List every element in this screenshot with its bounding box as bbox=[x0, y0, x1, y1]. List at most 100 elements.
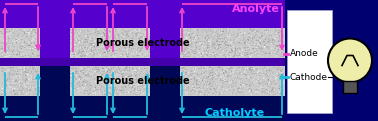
Point bbox=[183, 34, 189, 36]
Point bbox=[141, 37, 147, 39]
Point bbox=[218, 28, 224, 30]
Point bbox=[6, 44, 12, 46]
Point bbox=[280, 73, 286, 75]
Point bbox=[242, 66, 248, 68]
Point bbox=[79, 47, 85, 49]
Point bbox=[214, 53, 220, 55]
Point bbox=[160, 70, 166, 72]
Point bbox=[269, 91, 275, 93]
Point bbox=[99, 75, 105, 77]
Point bbox=[96, 47, 102, 49]
Point bbox=[104, 34, 110, 36]
Point bbox=[20, 45, 26, 47]
Point bbox=[36, 50, 42, 52]
Point bbox=[82, 47, 88, 49]
Point bbox=[277, 43, 283, 45]
Point bbox=[198, 38, 204, 40]
Point bbox=[60, 34, 67, 36]
Point bbox=[127, 71, 133, 73]
Point bbox=[58, 81, 64, 83]
Point bbox=[147, 55, 153, 57]
Point bbox=[208, 72, 214, 74]
Point bbox=[211, 29, 217, 31]
Point bbox=[156, 79, 162, 81]
Point bbox=[142, 29, 148, 31]
Point bbox=[17, 82, 23, 84]
Point bbox=[149, 80, 155, 82]
Point bbox=[38, 94, 44, 96]
Point bbox=[90, 50, 96, 52]
Point bbox=[168, 83, 174, 85]
Point bbox=[188, 42, 194, 44]
Point bbox=[2, 76, 8, 78]
Point bbox=[127, 91, 133, 93]
Point bbox=[247, 81, 253, 83]
Point bbox=[228, 92, 234, 94]
Point bbox=[22, 85, 28, 87]
Point bbox=[37, 89, 43, 91]
Point bbox=[218, 79, 225, 81]
Point bbox=[57, 89, 63, 91]
Point bbox=[65, 33, 71, 35]
Point bbox=[50, 46, 56, 48]
Point bbox=[112, 82, 118, 83]
Point bbox=[5, 48, 11, 50]
Point bbox=[13, 43, 19, 45]
Point bbox=[41, 51, 47, 53]
Point bbox=[182, 35, 188, 37]
Point bbox=[88, 31, 94, 33]
Point bbox=[86, 39, 92, 41]
Point bbox=[60, 45, 67, 46]
Point bbox=[119, 66, 125, 68]
Point bbox=[51, 38, 57, 40]
Point bbox=[218, 30, 224, 32]
Point bbox=[33, 74, 39, 76]
Point bbox=[206, 81, 212, 83]
Point bbox=[99, 41, 105, 43]
Point bbox=[151, 82, 157, 84]
Point bbox=[35, 43, 41, 45]
Point bbox=[217, 90, 223, 92]
Point bbox=[67, 42, 73, 44]
Point bbox=[180, 81, 186, 83]
Point bbox=[8, 32, 14, 34]
Point bbox=[186, 86, 192, 87]
Point bbox=[79, 92, 85, 94]
Point bbox=[66, 43, 72, 45]
Point bbox=[187, 75, 194, 77]
Point bbox=[226, 50, 232, 52]
Point bbox=[221, 29, 227, 31]
Point bbox=[33, 45, 39, 47]
Point bbox=[34, 54, 40, 56]
Point bbox=[91, 73, 97, 75]
Point bbox=[7, 71, 13, 73]
Point bbox=[11, 50, 17, 52]
Point bbox=[253, 45, 259, 46]
Point bbox=[101, 78, 107, 80]
Point bbox=[60, 36, 66, 38]
Point bbox=[17, 55, 23, 57]
Point bbox=[104, 42, 110, 44]
Point bbox=[243, 52, 249, 54]
Point bbox=[61, 82, 67, 84]
Point bbox=[276, 67, 282, 69]
Point bbox=[111, 81, 117, 83]
Point bbox=[225, 86, 231, 88]
Point bbox=[5, 69, 11, 71]
Point bbox=[118, 86, 124, 87]
Point bbox=[229, 47, 235, 49]
Point bbox=[125, 34, 131, 36]
Point bbox=[170, 40, 176, 42]
Point bbox=[167, 93, 173, 95]
Point bbox=[163, 39, 169, 41]
Point bbox=[149, 75, 155, 77]
Point bbox=[184, 83, 190, 85]
Point bbox=[183, 75, 189, 77]
Point bbox=[203, 94, 209, 95]
Point bbox=[73, 29, 79, 31]
Point bbox=[18, 48, 24, 50]
Point bbox=[239, 71, 245, 73]
Point bbox=[239, 31, 245, 33]
Point bbox=[19, 75, 25, 77]
Point bbox=[25, 79, 31, 81]
